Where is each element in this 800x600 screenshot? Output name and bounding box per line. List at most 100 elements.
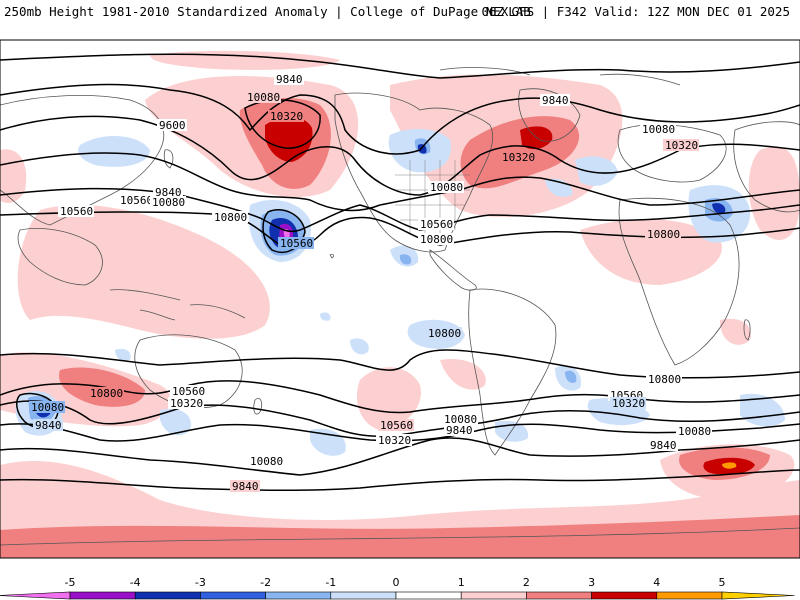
contour-label: 9840 <box>540 94 570 107</box>
contour-label: 10560 <box>118 194 154 207</box>
contour-label: 9840 <box>648 439 678 452</box>
contour-label: 10080 <box>248 455 284 468</box>
contour-label: 10080 <box>428 181 464 194</box>
svg-text:10800: 10800 <box>647 228 680 241</box>
svg-text:10080: 10080 <box>678 425 711 438</box>
contour-label: 9600 <box>157 119 187 132</box>
legend-bin <box>656 591 723 600</box>
svg-text:10080: 10080 <box>642 123 675 136</box>
contour-label: 10560 <box>170 385 206 398</box>
legend-tick-label: 2 <box>523 576 530 589</box>
contour-label: 9840 <box>444 424 474 437</box>
contour-label: 10080 <box>245 91 281 104</box>
positive-anomaly-extreme <box>722 462 737 469</box>
svg-text:10560: 10560 <box>280 237 313 250</box>
legend-tick-label: 5 <box>719 576 726 589</box>
contour-labels: 9840 10080 10320 9840 9600 10080 10320 1… <box>0 0 712 493</box>
svg-text:10560: 10560 <box>60 205 93 218</box>
svg-text:10560: 10560 <box>120 194 153 207</box>
coastlines <box>0 67 800 546</box>
svg-text:9840: 9840 <box>650 439 677 452</box>
legend-tick-label: -3 <box>195 576 206 589</box>
svg-text:10560: 10560 <box>420 218 453 231</box>
legend-bin <box>591 591 658 600</box>
svg-text:10560: 10560 <box>380 419 413 432</box>
legend-bin <box>69 591 136 600</box>
contour-label: 10080 <box>150 196 186 209</box>
contour-label: 10800 <box>0 0 33 3</box>
contour-label: 10320 <box>268 110 304 123</box>
svg-text:9840: 9840 <box>446 424 473 437</box>
contour-label: 9840 <box>274 73 304 86</box>
legend-tick-label: -5 <box>65 576 76 589</box>
svg-text:10080: 10080 <box>430 181 463 194</box>
legend-bin <box>265 591 332 600</box>
svg-text:9840: 9840 <box>35 419 62 432</box>
map-frame <box>0 39 800 559</box>
legend-tick-label: -4 <box>130 576 141 589</box>
legend-bin <box>526 591 592 600</box>
svg-text:10800: 10800 <box>214 211 247 224</box>
svg-text:10320: 10320 <box>378 434 411 447</box>
contour-label: 10560 <box>418 218 454 231</box>
map-title: 250mb Height 1981-2010 Standardized Anom… <box>4 4 531 19</box>
contour-label: 10800 <box>646 373 682 386</box>
svg-text:10320: 10320 <box>612 397 645 410</box>
svg-text:10320: 10320 <box>170 397 203 410</box>
svg-text:10080: 10080 <box>250 455 283 468</box>
contour-label: 10080 <box>442 413 478 426</box>
svg-text:10080: 10080 <box>247 91 280 104</box>
svg-text:10800: 10800 <box>90 387 123 400</box>
svg-text:9840: 9840 <box>542 94 569 107</box>
svg-text:10800: 10800 <box>648 373 681 386</box>
contour-label: 10560 <box>378 419 414 432</box>
contour-label: 10080 <box>676 425 712 438</box>
contour-label: 10560 <box>58 205 94 218</box>
svg-text:10800: 10800 <box>420 233 453 246</box>
contour-label: 10800 <box>645 228 681 241</box>
svg-text:10320: 10320 <box>502 151 535 164</box>
contour-label: 10320 <box>168 397 204 410</box>
contour-label: 10800 <box>418 233 454 246</box>
model-run-info: 06Z GFS | F342 Valid: 12Z MON DEC 01 202… <box>481 4 790 19</box>
svg-text:10320: 10320 <box>270 110 303 123</box>
color-legend: -5 -4 -3 -2 -1 0 1 2 3 4 5 <box>0 576 795 600</box>
legend-tick-label: 1 <box>458 576 465 589</box>
contour-label: 10080 <box>29 401 65 414</box>
contour-label: 10320 <box>500 151 536 164</box>
svg-text:10800: 10800 <box>428 327 461 340</box>
svg-text:10080: 10080 <box>152 196 185 209</box>
legend-tick-label: 4 <box>653 576 660 589</box>
contour-label: 10800 <box>426 327 462 340</box>
svg-text:9840: 9840 <box>276 73 303 86</box>
svg-text:9840: 9840 <box>232 480 259 493</box>
legend-bin <box>460 591 527 600</box>
svg-text:10080: 10080 <box>444 413 477 426</box>
legend-tick-label: -2 <box>260 576 271 589</box>
contour-label: 10800 <box>212 211 248 224</box>
contour-label: 9840 <box>230 480 260 493</box>
contour-label: 10320 <box>610 397 646 410</box>
legend-tick-label: -1 <box>325 576 336 589</box>
legend-tick-label: 0 <box>393 576 400 589</box>
legend-bin <box>330 591 397 600</box>
svg-text:10080: 10080 <box>31 401 64 414</box>
contour-label: 10800 <box>88 387 124 400</box>
contour-label: 10320 <box>376 434 412 447</box>
legend-bin <box>134 591 201 600</box>
contour-label: 10080 <box>640 123 676 136</box>
legend-bin <box>395 591 462 600</box>
contour-label: 9840 <box>33 419 63 432</box>
contour-label: 10320 <box>663 139 699 152</box>
svg-text:10320: 10320 <box>665 139 698 152</box>
legend-tick-label: 3 <box>588 576 595 589</box>
svg-text:9600: 9600 <box>159 119 186 132</box>
legend-bin <box>200 591 266 600</box>
contour-label: 9840 <box>153 186 183 199</box>
legend-bin <box>0 591 71 600</box>
svg-text:10560: 10560 <box>172 385 205 398</box>
contour-label: 10560 <box>278 237 314 250</box>
svg-text:9840: 9840 <box>155 186 182 199</box>
legend-bin <box>721 591 795 600</box>
